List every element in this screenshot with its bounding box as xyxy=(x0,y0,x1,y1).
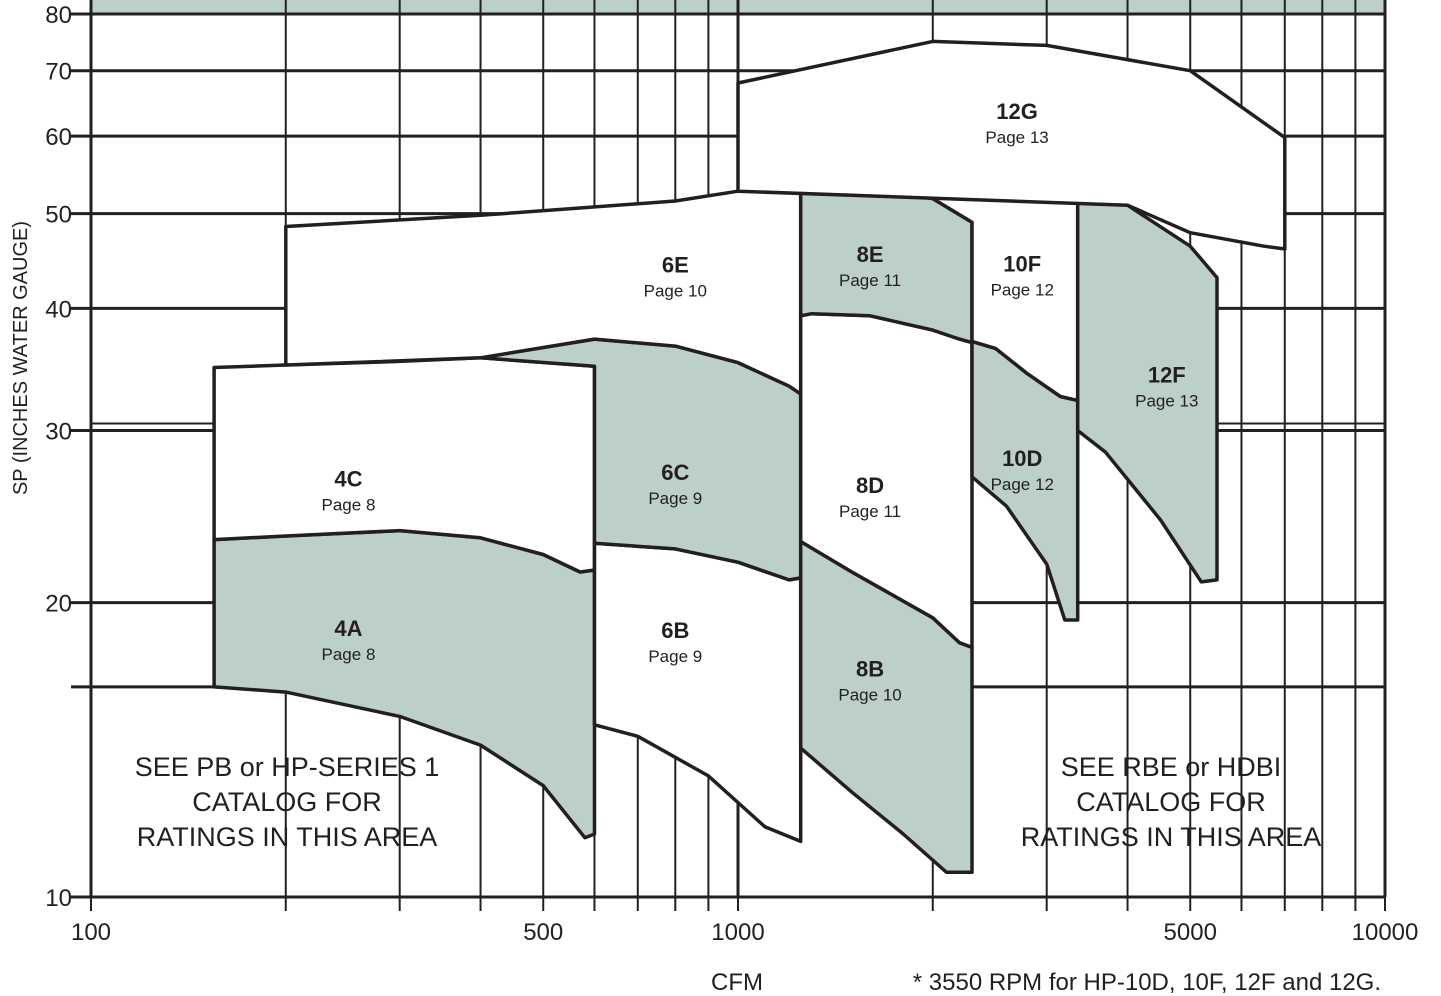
y-tick-labels: 10 20 30 40 50 60 70 80 xyxy=(45,2,72,912)
region-label-8b: 8B xyxy=(856,657,884,682)
right-note-line-1: SEE RBE or HDBI xyxy=(1061,752,1282,782)
region-label-4a: 4A xyxy=(334,616,362,641)
region-page-8d: Page 11 xyxy=(839,502,901,521)
y-tick-label-40: 40 xyxy=(45,296,72,323)
x-tick-label-500: 500 xyxy=(523,919,563,946)
region-label-10d: 10D xyxy=(1002,446,1042,471)
region-page-8e: Page 11 xyxy=(839,271,901,290)
region-6b xyxy=(592,541,803,844)
right-note-line-3: RATINGS IN THIS AREA xyxy=(1021,822,1322,852)
rating-regions xyxy=(212,39,1287,875)
region-page-12g: Page 13 xyxy=(985,128,1048,147)
x-tick-label-1000: 1000 xyxy=(711,919,764,946)
x-tick-label-5000: 5000 xyxy=(1164,919,1217,946)
region-label-6b: 6B xyxy=(661,618,689,643)
region-label-6c: 6C xyxy=(661,460,689,485)
region-labels: 4A Page 8 4C Page 8 6B Page 9 6C Page 9 6E Page 1… xyxy=(322,99,1199,705)
x-axis-title: CFM xyxy=(711,969,763,996)
region-page-10d: Page 12 xyxy=(991,475,1054,494)
left-note-line-2: CATALOG FOR xyxy=(192,787,382,817)
region-page-6e: Page 10 xyxy=(644,282,707,301)
x-tick-label-100: 100 xyxy=(71,919,111,946)
region-12g xyxy=(736,39,1287,251)
region-page-12f: Page 13 xyxy=(1135,391,1198,410)
region-label-6e: 6E xyxy=(662,253,689,278)
y-tick-label-60: 60 xyxy=(45,124,72,151)
region-page-4a: Page 8 xyxy=(322,645,376,664)
y-tick-label-10: 10 xyxy=(45,885,72,912)
right-note-line-2: CATALOG FOR xyxy=(1076,787,1266,817)
x-tick-label-10000: 10000 xyxy=(1352,919,1419,946)
footnote: * 3550 RPM for HP-10D, 10F, 12F and 12G. xyxy=(913,969,1381,996)
region-page-6c: Page 9 xyxy=(648,489,702,508)
region-label-8e: 8E xyxy=(857,242,884,267)
y-tick-label-70: 70 xyxy=(45,59,72,86)
region-page-8b: Page 10 xyxy=(838,686,901,705)
left-note-line-1: SEE PB or HP-SERIES 1 xyxy=(135,752,440,782)
y-tick-label-50: 50 xyxy=(45,202,72,229)
y-axis-title: SP (INCHES WATER GAUGE) xyxy=(10,221,32,495)
region-label-8d: 8D xyxy=(856,473,884,498)
region-page-4c: Page 8 xyxy=(322,495,376,514)
x-tick-labels: 100 500 1000 5000 10000 xyxy=(71,919,1418,946)
y-tick-label-20: 20 xyxy=(45,591,72,618)
region-label-12f: 12F xyxy=(1148,362,1186,387)
y-tick-label-30: 30 xyxy=(45,418,72,445)
region-page-6b: Page 9 xyxy=(648,647,702,666)
region-label-4c: 4C xyxy=(334,466,362,491)
y-tick-label-80: 80 xyxy=(45,2,72,29)
region-label-10f: 10F xyxy=(1003,252,1041,277)
region-page-10f: Page 12 xyxy=(991,281,1054,300)
region-label-12g: 12G xyxy=(996,99,1038,124)
left-note-line-3: RATINGS IN THIS AREA xyxy=(137,822,438,852)
